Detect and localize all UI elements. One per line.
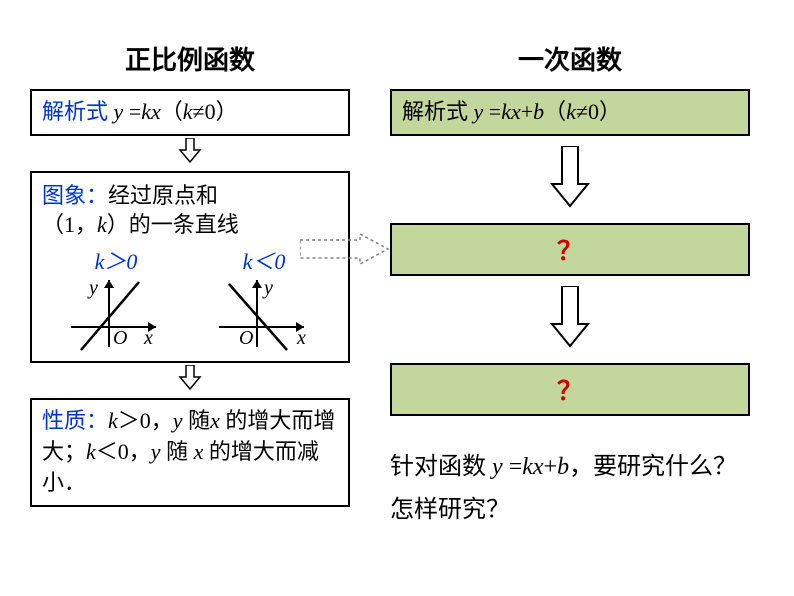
diagram-container: 正比例函数 解析式 y =kx（k≠0） 图象：经过原点和 （1，k）的一条直线… [0,0,794,596]
graph-line2a: （1， [42,212,97,237]
graph-title-rest1: 经过原点和 [108,183,218,208]
svg-text:x: x [296,327,306,349]
p1b: ＞0， [118,408,173,433]
r-var-y: y [474,99,484,124]
graph-area: k＞0 y x O k＜0 [42,244,338,357]
right-formula-box: 解析式 y =kx+b（k≠0） [390,89,750,136]
r-cond-rest: ≠0） [576,99,621,124]
p1a: k [108,408,118,433]
svg-text:O: O [239,327,253,349]
graph-line2b: ）的一条直线 [107,212,239,237]
p2c: 随 [161,439,194,464]
cond-k: k [183,99,193,124]
graph-pos-svg: y x O [61,272,171,352]
cond-rest: ≠0） [193,99,238,124]
properties-box: 性质：k＞0，y 随x 的增大而增大；k＜0，y 随 x 的增大而减小． [30,398,350,506]
left-formula-box: 解析式 y =kx（k≠0） [30,89,350,136]
right-bottom-text: 针对函数 y =kx+b，要研究什么？怎样研究？ [390,446,750,532]
btb: b [557,454,569,480]
bteq: = [503,454,523,480]
graph-k: k [97,212,107,237]
bt1: 针对函数 [390,454,492,480]
paren-open: （ [161,99,183,124]
p2y: y [151,439,161,464]
arrow-down-1 [178,138,202,169]
question-box-2: ？ [390,363,750,416]
dashed-right-arrow [300,232,390,266]
r-cond-k: k [566,99,576,124]
svg-text:y: y [262,277,273,299]
svg-text:x: x [143,327,153,349]
bty: y [492,454,503,480]
q1: ？ [557,237,583,266]
right-column: 一次函数 解析式 y =kx+b（k≠0） ？ ？ 针对函数 y =kx+b，要… [390,40,750,566]
big-arrow-2 [550,286,590,353]
graph-title: 图象：经过原点和 （1，k）的一条直线 [42,181,338,240]
graph-title-blue: 图象： [42,183,108,208]
r-var-b: b [533,99,544,124]
q2: ？ [557,377,583,406]
question-box-1: ？ [390,223,750,276]
eq: = [123,99,141,124]
p2x: x [194,439,204,464]
btp: + [544,454,558,480]
r-var-k: k [501,99,511,124]
var-k: k [141,99,151,124]
graph-positive: k＞0 y x O [61,244,171,357]
r-plus: + [521,99,533,124]
r-formula-prefix: 解析式 [402,99,468,124]
p1y: y [173,408,183,433]
btx: x [533,454,544,480]
formula-prefix: 解析式 [42,99,108,124]
var-x: x [151,99,161,124]
right-heading: 一次函数 [390,40,750,77]
var-y: y [114,99,124,124]
r-var-x: x [511,99,521,124]
left-column: 正比例函数 解析式 y =kx（k≠0） 图象：经过原点和 （1，k）的一条直线… [30,40,350,566]
graph-box: 图象：经过原点和 （1，k）的一条直线 k＞0 y x O [30,171,350,363]
left-heading: 正比例函数 [30,40,350,77]
arrow-down-2 [178,365,202,396]
btk: k [522,454,533,480]
p1c: 随 [183,408,211,433]
p2b: ＜0， [96,439,151,464]
svg-text:O: O [113,327,127,349]
r-paren-open: （ [544,99,566,124]
graph-neg-svg: y x O [209,272,319,352]
r-eq: = [483,99,501,124]
prop-blue: 性质： [42,408,108,433]
big-arrow-1 [550,146,590,213]
svg-text:y: y [87,277,98,299]
p2a: k [86,439,96,464]
p1x: x [210,408,220,433]
